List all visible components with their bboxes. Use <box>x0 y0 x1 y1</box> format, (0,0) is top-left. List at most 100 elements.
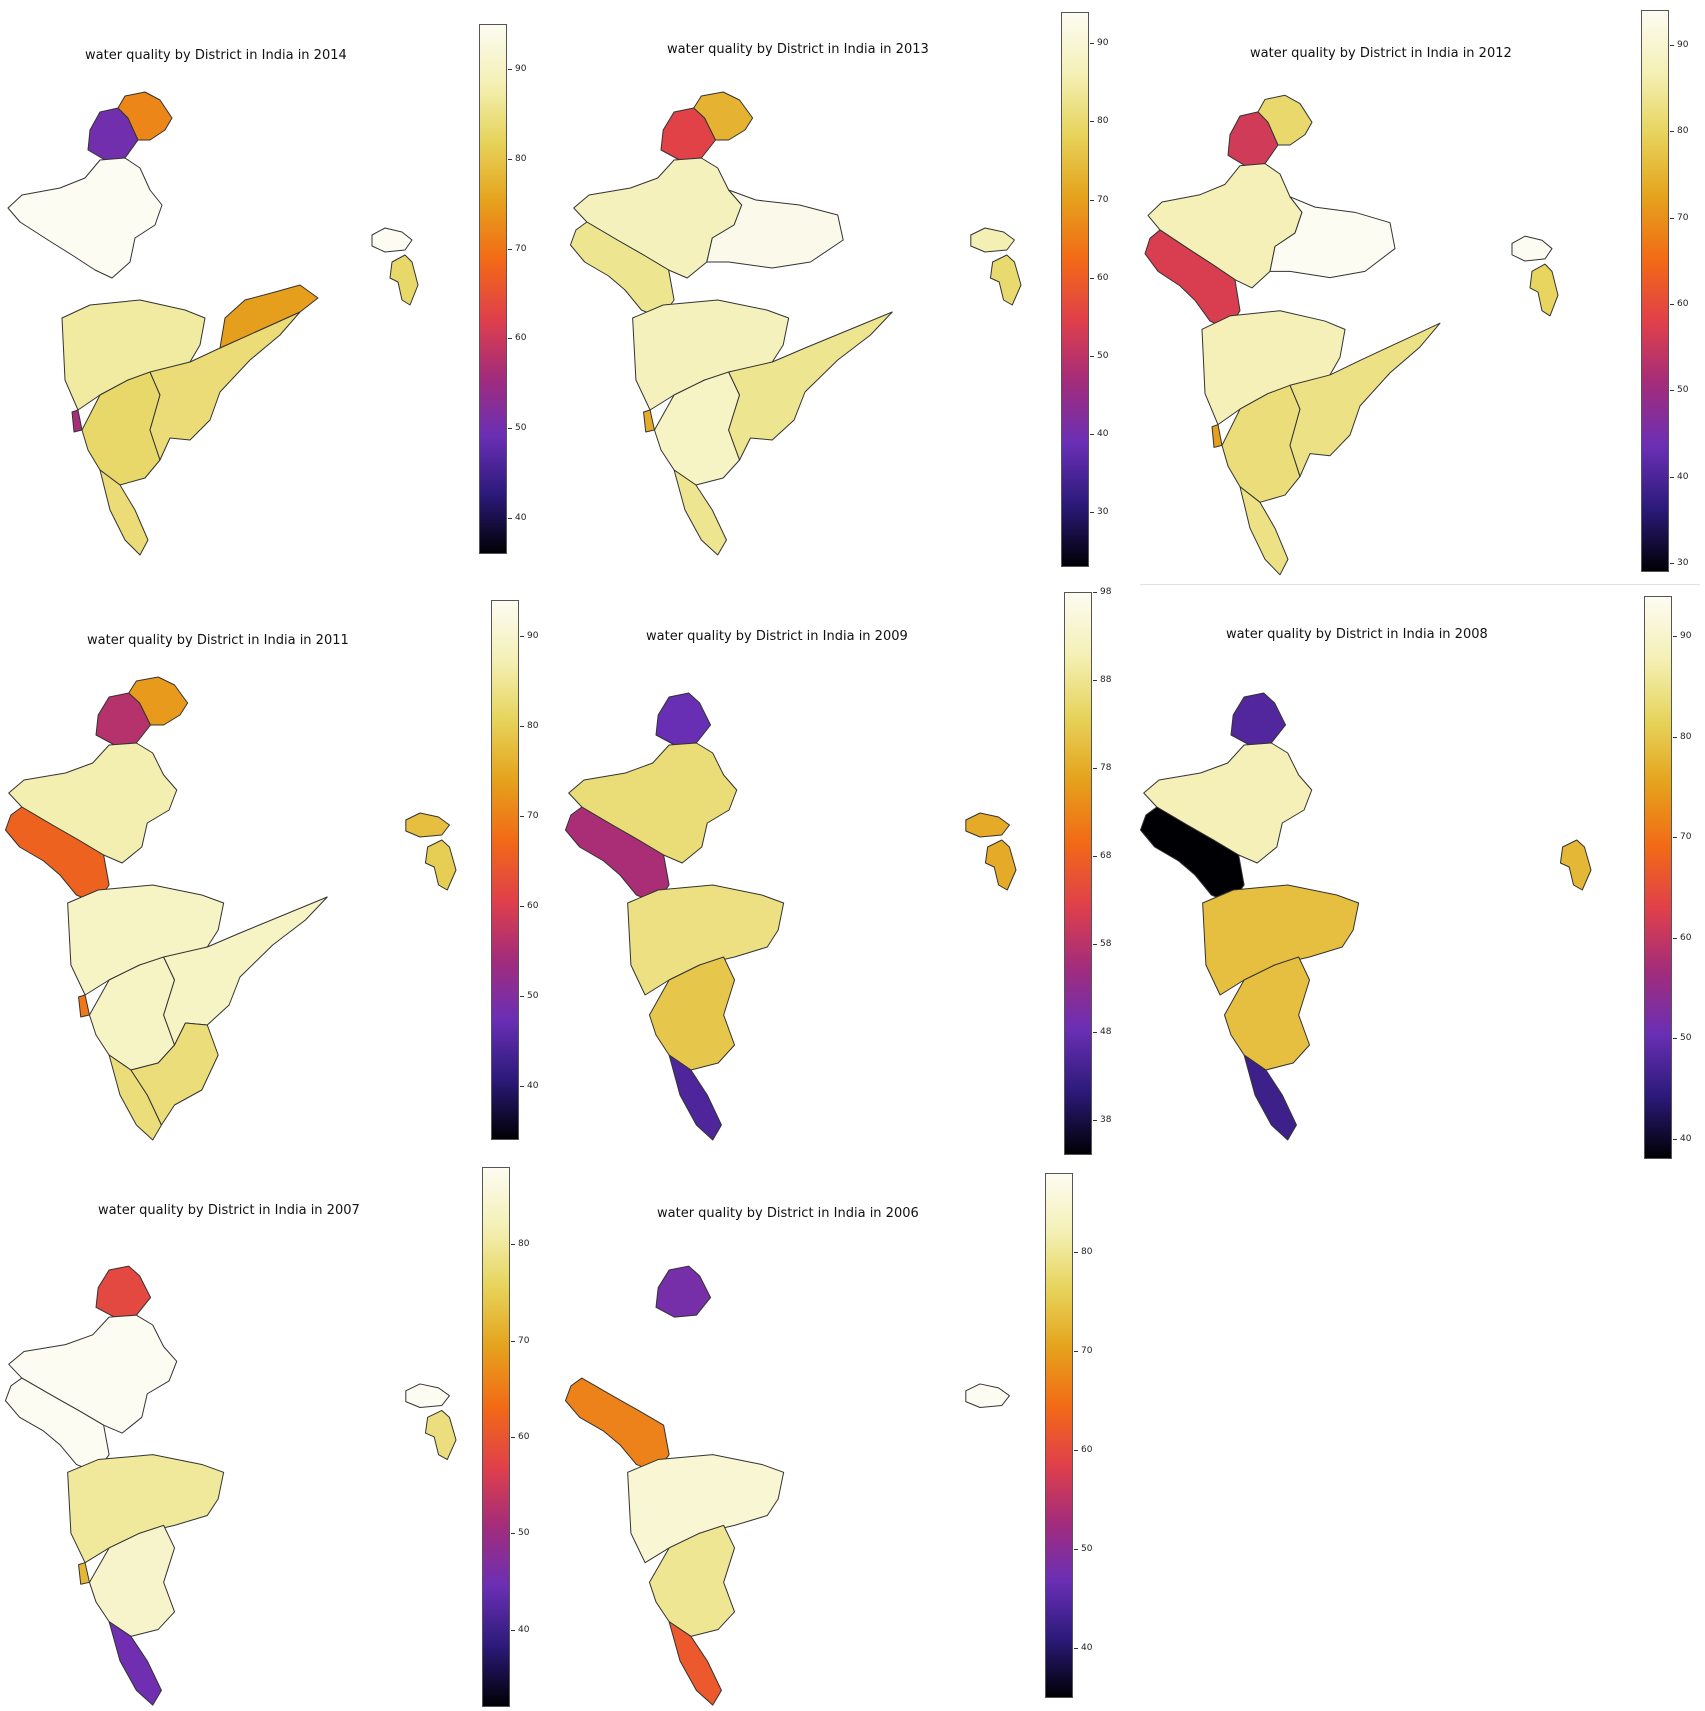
region-gujarat <box>570 222 674 318</box>
colorbar-tick-label: 60 <box>510 1432 530 1442</box>
colorbar-tick-label: 60 <box>1089 272 1109 283</box>
region-mp <box>707 190 843 268</box>
colorbar-tick-label: 80 <box>510 1239 530 1250</box>
colorbar-tick-label: 70 <box>1672 832 1692 843</box>
colorbar-tick-label: 60 <box>507 333 527 344</box>
colorbar-tick-label: 40 <box>1669 471 1689 482</box>
region-tamil-nadu <box>131 1023 218 1125</box>
colorbar-tick-label: 70 <box>1669 212 1689 223</box>
colorbar-tick-label: 40 <box>1089 429 1109 440</box>
region-ne-top <box>372 228 412 252</box>
map-title-2007: water quality by District in India in 20… <box>98 1203 360 1218</box>
region-rajasthan <box>8 158 162 278</box>
colorbar-tick-label: 50 <box>510 1528 530 1539</box>
india-map-2007 <box>0 1160 480 1710</box>
colorbar-tick-label: 90 <box>1672 631 1692 642</box>
colorbar-tick-label: 80 <box>1669 126 1689 137</box>
colorbar-tick-label: 90 <box>1669 39 1689 50</box>
colorbar-tick-label: 80 <box>1073 1247 1093 1258</box>
colorbar-tick-label: 90 <box>1089 38 1109 49</box>
region-himachal <box>1258 95 1312 145</box>
colorbar-2007 <box>482 1167 510 1707</box>
region-himachal <box>118 92 172 140</box>
colorbar-2008 <box>1644 596 1672 1159</box>
map-title-2013: water quality by District in India in 20… <box>667 42 929 57</box>
region-gujarat <box>5 1378 109 1472</box>
region-telangana-ap <box>729 312 893 460</box>
region-ne-top <box>406 813 450 837</box>
colorbar-2014 <box>479 24 507 554</box>
colorbar-tick-label: 80 <box>1089 116 1109 127</box>
region-punjab <box>96 1266 151 1317</box>
colorbar-2012 <box>1641 10 1669 572</box>
region-kerala <box>1240 487 1288 575</box>
colorbar-tick-label: 50 <box>1669 385 1689 396</box>
colorbar-tick-label: 40 <box>519 1081 539 1091</box>
colorbar-tick-label: 40 <box>510 1624 530 1635</box>
india-map-2013 <box>565 0 1045 560</box>
colorbar-tick-label: 60 <box>519 901 539 911</box>
region-himachal <box>129 677 188 725</box>
region-ne-top <box>966 1384 1010 1408</box>
region-kerala <box>669 1622 721 1705</box>
colorbar-tick-label: 40 <box>1073 1643 1093 1654</box>
colorbar-2006 <box>1045 1173 1073 1698</box>
colorbar-tick-label: 40 <box>1672 1133 1692 1144</box>
region-maharashtra <box>628 885 784 995</box>
region-mp <box>1270 197 1395 278</box>
colorbar-tick-label: 50 <box>1672 1033 1692 1044</box>
india-map-2009 <box>560 585 1040 1145</box>
colorbar-tick-label: 98 <box>1092 587 1112 597</box>
colorbar-tick-label: 70 <box>1073 1346 1093 1357</box>
colorbar-tick-label: 80 <box>507 153 527 164</box>
region-rajasthan <box>9 1315 177 1433</box>
map-title-2014: water quality by District in India in 20… <box>85 48 347 63</box>
region-ne-bottom <box>425 1410 456 1459</box>
colorbar-tick-label: 50 <box>507 423 527 434</box>
map-title-2011: water quality by District in India in 20… <box>87 633 349 648</box>
colorbar-tick-label: 70 <box>519 811 539 821</box>
india-map-2012 <box>1140 0 1580 580</box>
region-goa <box>79 995 90 1017</box>
region-ne-bottom <box>390 255 418 305</box>
region-rajasthan <box>574 158 742 278</box>
colorbar-tick-label: 50 <box>1089 350 1109 361</box>
region-maharashtra <box>1203 885 1359 995</box>
region-gujarat <box>1140 807 1244 903</box>
colorbar-2009 <box>1064 592 1092 1155</box>
colorbar-tick-label: 60 <box>1073 1445 1093 1456</box>
region-ne-bottom <box>425 840 456 890</box>
region-rajasthan <box>9 743 177 863</box>
region-telangana-ap <box>164 897 328 1045</box>
colorbar-tick-label: 78 <box>1092 762 1112 773</box>
region-rajasthan <box>1144 743 1312 863</box>
colorbar-tick-label: 80 <box>1672 731 1692 742</box>
colorbar-tick-label: 30 <box>1089 507 1109 518</box>
region-gujarat <box>1145 230 1240 329</box>
region-karnataka <box>1224 957 1309 1070</box>
region-gujarat <box>565 807 669 903</box>
india-map-2011 <box>0 585 480 1145</box>
colorbar-tick-label: 70 <box>1089 194 1109 205</box>
region-ne-bottom <box>1530 264 1558 316</box>
colorbar-tick-label: 60 <box>1669 298 1689 309</box>
region-goa <box>644 410 655 432</box>
region-ne-bottom <box>990 255 1021 305</box>
colorbar-tick-label: 60 <box>1672 932 1692 943</box>
region-kerala <box>100 470 148 555</box>
region-rajasthan <box>1148 164 1302 288</box>
colorbar-tick-label: 88 <box>1092 674 1112 685</box>
divider-line <box>1140 584 1700 585</box>
colorbar-tick-label: 70 <box>507 243 527 254</box>
region-punjab <box>656 693 711 745</box>
region-maharashtra <box>628 1455 784 1563</box>
colorbar-tick-label: 50 <box>1073 1544 1093 1555</box>
region-himachal <box>694 92 753 140</box>
region-gujarat <box>565 1378 669 1472</box>
region-kerala <box>1244 1055 1296 1140</box>
map-title-2009: water quality by District in India in 20… <box>646 629 908 644</box>
region-goa <box>79 1563 90 1585</box>
region-punjab <box>656 1266 711 1317</box>
colorbar-tick-label: 40 <box>507 513 527 524</box>
region-ne-top <box>966 813 1010 837</box>
